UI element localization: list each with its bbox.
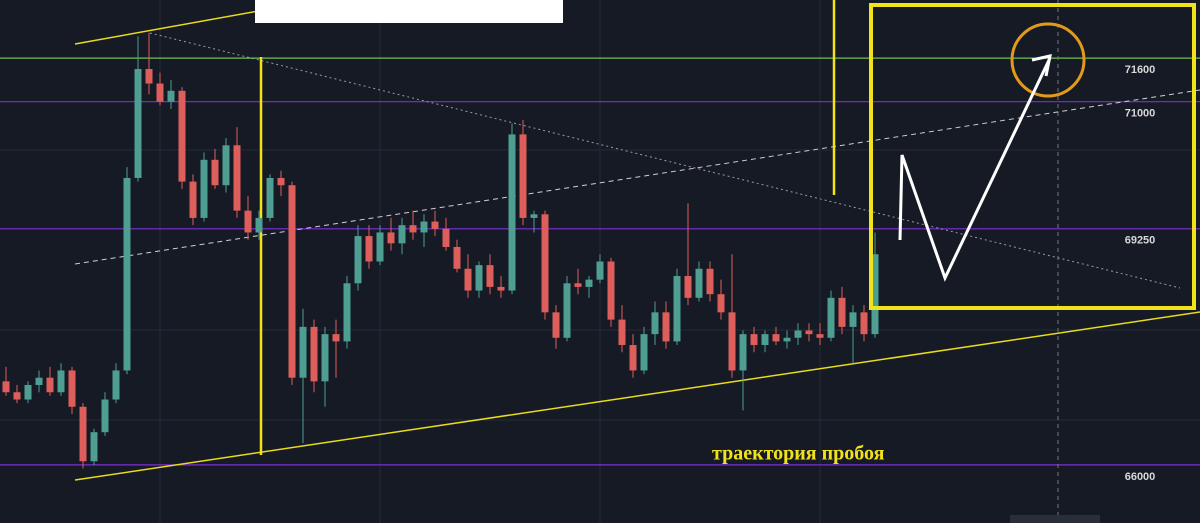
candle-body xyxy=(794,330,802,338)
candle-body xyxy=(2,381,10,393)
candle-body xyxy=(57,370,65,393)
candle-body xyxy=(585,279,593,287)
candle-body xyxy=(816,334,824,338)
candle-body xyxy=(475,265,483,291)
candle-body xyxy=(530,214,538,218)
candle-body xyxy=(607,261,615,320)
candle-body xyxy=(288,185,296,378)
candle-body xyxy=(310,326,318,382)
candle-body xyxy=(662,312,670,342)
candle-body xyxy=(706,268,714,295)
candle-body xyxy=(761,334,769,346)
candle-body xyxy=(728,312,736,371)
candle-body xyxy=(717,294,725,313)
candle-body xyxy=(453,246,461,269)
candle-body xyxy=(68,370,76,407)
resistance-line xyxy=(74,0,324,45)
candle-body xyxy=(376,232,384,262)
candle-body xyxy=(640,334,648,371)
candle-body xyxy=(871,254,879,335)
candle-body xyxy=(189,181,197,218)
candle-body xyxy=(618,319,626,346)
candle-body xyxy=(596,261,604,280)
target-box xyxy=(869,3,1196,310)
candle-body xyxy=(90,432,98,462)
candle-body xyxy=(673,276,681,342)
candle-body xyxy=(750,334,758,346)
candle-body xyxy=(211,159,219,186)
candle-body xyxy=(442,228,450,247)
forecast-arrow xyxy=(898,57,1052,282)
candle-body xyxy=(508,134,516,291)
trend-line xyxy=(74,89,1200,265)
candle-body xyxy=(739,334,747,371)
candle-body xyxy=(200,159,208,218)
candle-body xyxy=(233,145,241,211)
candle-body xyxy=(629,345,637,371)
candle-body xyxy=(387,232,395,244)
candle-body xyxy=(519,134,527,218)
candle-body xyxy=(156,83,164,102)
candle-body xyxy=(497,286,505,291)
candle-body xyxy=(651,312,659,335)
candle-body xyxy=(222,145,230,186)
candle-body xyxy=(684,276,692,298)
candle-body xyxy=(35,377,43,385)
candle-body xyxy=(343,283,351,342)
candle-body xyxy=(299,326,307,378)
candle-body xyxy=(849,312,857,327)
y-tick-label: 71000 xyxy=(1125,108,1156,120)
candle-body xyxy=(574,283,582,287)
candle-body xyxy=(838,297,846,327)
candle-body xyxy=(13,392,21,400)
candle-body xyxy=(145,69,153,84)
candle-body xyxy=(112,370,120,400)
candle-body xyxy=(486,265,494,287)
candle-body xyxy=(695,268,703,298)
candle-body xyxy=(783,337,791,342)
candle-body xyxy=(123,177,131,371)
toolbar xyxy=(1010,515,1100,523)
overlay-box xyxy=(255,0,563,23)
support-line xyxy=(74,311,1200,481)
candle-body xyxy=(563,283,571,338)
candle-body xyxy=(420,221,428,233)
trend-line xyxy=(149,32,1181,289)
candle-body xyxy=(167,90,175,102)
candle-body xyxy=(321,334,329,382)
y-tick-label: 71600 xyxy=(1125,64,1156,76)
candle-body xyxy=(772,334,780,342)
candle-body xyxy=(46,377,54,393)
candle-body xyxy=(464,268,472,291)
candle-body xyxy=(277,177,285,186)
candle-body xyxy=(365,236,373,262)
candle-body xyxy=(332,334,340,342)
candle-body xyxy=(134,69,142,178)
candle-body xyxy=(431,221,439,229)
annotation: траектория пробоя xyxy=(712,443,885,465)
y-tick-label: 69250 xyxy=(1125,235,1156,247)
arrow-head xyxy=(1031,54,1052,77)
candle-body xyxy=(266,177,274,218)
candle-body xyxy=(860,312,868,335)
candle-body xyxy=(178,90,186,182)
candle-body xyxy=(827,297,835,338)
candle-body xyxy=(409,225,417,233)
candle-body xyxy=(79,406,87,462)
y-tick-label: 66000 xyxy=(1125,471,1156,483)
candle-body xyxy=(398,225,406,244)
candle-body xyxy=(24,384,32,400)
candle-body xyxy=(541,214,549,313)
target-circle xyxy=(1010,22,1086,98)
candle-body xyxy=(255,217,263,233)
candle-body xyxy=(354,236,362,284)
candle-body xyxy=(805,330,813,335)
candle-body xyxy=(101,399,109,433)
candle-body xyxy=(552,312,560,338)
candle-body xyxy=(244,210,252,233)
